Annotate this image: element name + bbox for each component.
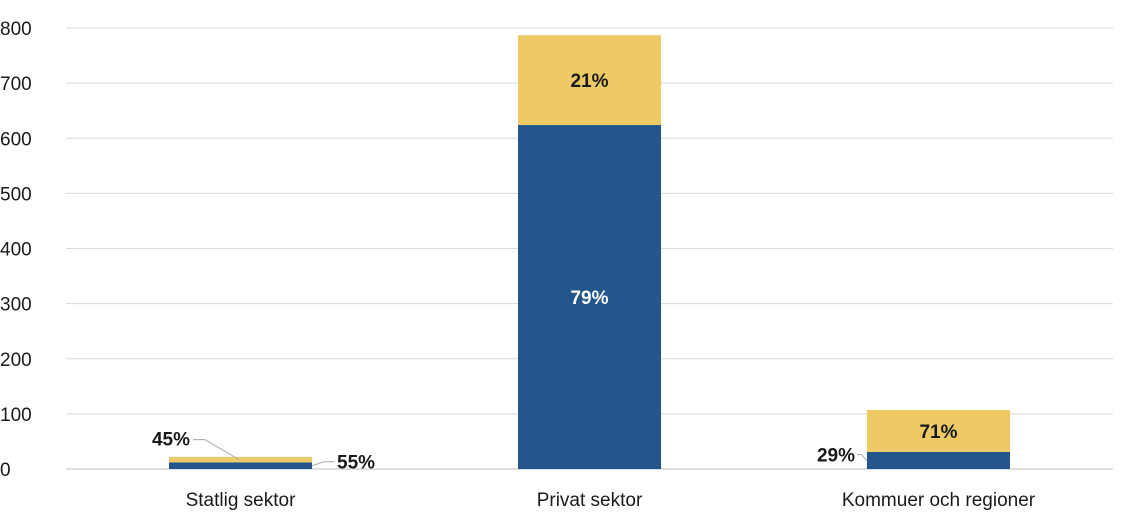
data-labels: 55% 45% 79% 21% 29% 71% [152,71,958,474]
bar-segment [867,410,1010,452]
data-label: 21% [570,71,608,92]
data-label: 79% [570,288,608,309]
y-tick-label: 400 [0,240,32,261]
leader-line [311,461,334,467]
y-tick-label: 600 [0,129,32,150]
y-tick-label: 800 [0,19,32,40]
x-tick-label: Statlig sektor [186,490,296,511]
bars [169,35,1010,470]
y-tick-label: 300 [0,295,32,316]
bar-segment [518,125,661,470]
bar-segment [169,456,312,463]
data-label: 45% [152,430,190,451]
bar-segment [169,462,312,469]
leader-line [193,439,240,461]
y-tick-label: 700 [0,74,32,95]
data-label: 71% [919,422,957,443]
bar-segment [518,35,661,126]
data-label: 55% [337,453,375,474]
data-label: 29% [817,445,855,466]
y-tick-label: 0 [0,460,11,481]
leader-line [857,453,868,461]
bar-segment [867,451,1010,469]
y-tick-label: 500 [0,184,32,205]
x-tick-label: Kommuer och regioner [842,490,1036,511]
y-tick-label: 200 [0,350,32,371]
x-tick-label: Privat sektor [537,490,643,511]
y-tick-label: 100 [0,405,32,426]
